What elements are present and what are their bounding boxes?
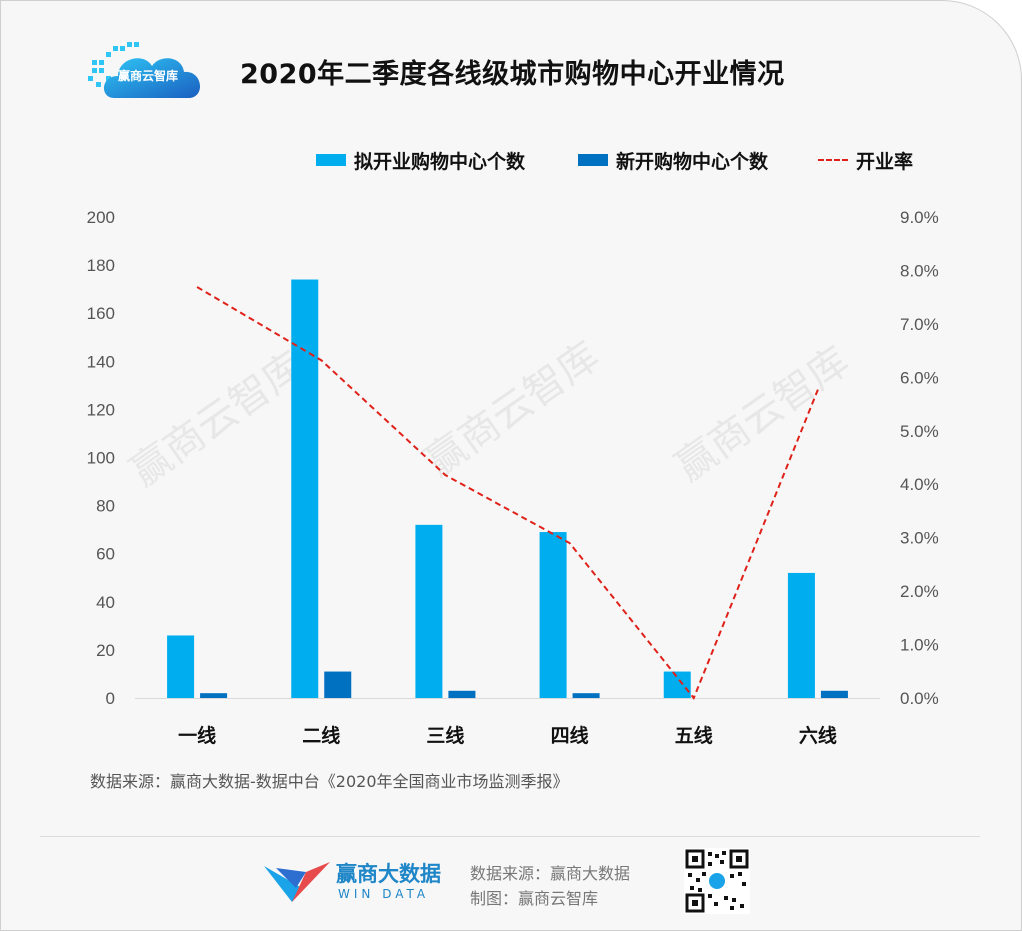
watermark-text: 赢商云智库: [667, 338, 857, 490]
bar-opened: [572, 693, 600, 698]
legend-swatch-planned: [316, 154, 346, 166]
watermark-text: 赢商云智库: [417, 333, 607, 485]
bar-opened: [820, 690, 848, 698]
y-right-tick-label: 2.0%: [900, 582, 939, 601]
bar-planned: [415, 524, 443, 698]
footer-divider: [40, 836, 980, 837]
y-right-tick-label: 7.0%: [900, 315, 939, 334]
chart-title: 2020年二季度各线级城市购物中心开业情况: [240, 59, 785, 90]
y-right-tick-label: 8.0%: [900, 261, 939, 280]
bar-planned: [539, 532, 567, 698]
bar-opened: [200, 693, 228, 698]
bar-planned: [291, 279, 319, 698]
x-tick-label: 五线: [675, 724, 713, 747]
y-left-tick-label: 0: [106, 689, 115, 708]
legend-label-rate: 开业率: [856, 150, 914, 173]
y-left-tick-label: 200: [87, 208, 115, 227]
footer-maker: 制图：赢商云智库: [470, 889, 599, 908]
windata-logo-icon: [264, 862, 330, 902]
legend-swatch-opened: [578, 154, 608, 166]
y-left-tick-label: 20: [96, 641, 115, 660]
footer-brand-name: 赢商大数据: [336, 862, 441, 886]
y-left-tick-label: 120: [87, 400, 115, 419]
x-tick-label: 二线: [302, 724, 340, 747]
x-tick-label: 四线: [551, 724, 589, 747]
y-left-tick-label: 100: [87, 449, 115, 468]
bar-opened: [324, 671, 352, 698]
legend-item-opened: 新开购物中心个数: [578, 145, 768, 175]
footer-source: 数据来源：赢商大数据: [470, 864, 631, 883]
y-right-tick-label: 6.0%: [900, 368, 939, 387]
watermark-text: 赢商云智库: [122, 343, 312, 495]
y-right-tick-label: 5.0%: [900, 422, 939, 441]
logo-text-small: 赢商云智库: [118, 68, 178, 83]
source-note: 数据来源：赢商大数据-数据中台《2020年全国商业市场监测季报》: [90, 772, 569, 791]
x-tick-label: 六线: [799, 724, 837, 747]
qr-code-icon: [684, 848, 750, 914]
y-left-tick-label: 40: [96, 593, 115, 612]
y-left-tick-label: 180: [87, 256, 115, 275]
y-right-tick-label: 9.0%: [900, 208, 939, 227]
y-right-tick-label: 4.0%: [900, 475, 939, 494]
chart-legend: 拟开业购物中心个数 新开购物中心个数 开业率: [0, 145, 1022, 175]
y-right-tick-label: 0.0%: [900, 689, 939, 708]
legend-label-opened: 新开购物中心个数: [616, 150, 769, 173]
legend-item-planned: 拟开业购物中心个数: [316, 145, 525, 175]
yingshang-cloud-logo-icon: 赢商云智库: [88, 42, 201, 98]
bar-planned: [787, 572, 815, 698]
y-left-tick-label: 140: [87, 352, 115, 371]
line-open-rate: [196, 286, 819, 700]
x-tick-label: 一线: [178, 724, 216, 747]
bar-opened: [448, 690, 476, 698]
y-left-tick-label: 80: [96, 497, 115, 516]
legend-label-planned: 拟开业购物中心个数: [354, 150, 526, 173]
bar-planned: [663, 671, 691, 698]
y-left-tick-label: 160: [87, 304, 115, 323]
legend-item-rate: 开业率: [818, 145, 913, 175]
bar-planned: [167, 635, 195, 698]
footer-brand-sub: WIN DATA: [338, 887, 430, 901]
legend-swatch-rate: [818, 159, 848, 161]
y-right-tick-label: 1.0%: [900, 636, 939, 655]
y-left-tick-label: 60: [96, 545, 115, 564]
y-right-tick-label: 3.0%: [900, 529, 939, 548]
x-tick-label: 三线: [426, 724, 464, 747]
